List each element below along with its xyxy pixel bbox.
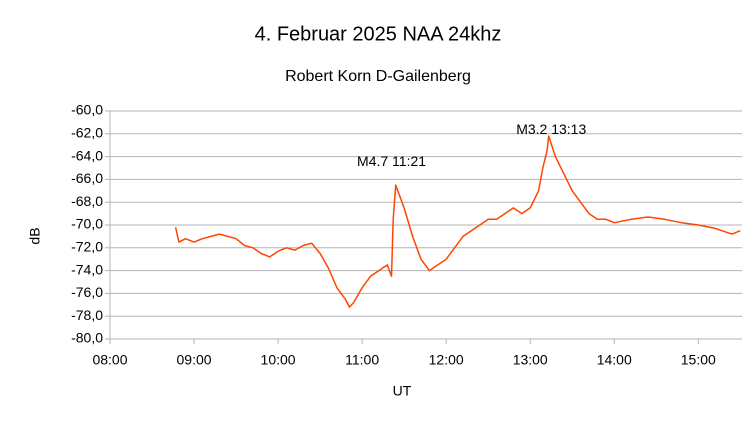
y-tick-label: -62,0 xyxy=(71,125,103,141)
y-tick-label: -70,0 xyxy=(71,216,103,232)
chart-subtitle: Robert Korn D-Gailenberg xyxy=(285,68,471,85)
x-tick-label: 12:00 xyxy=(429,352,464,368)
annotation: M4.7 11:21 xyxy=(357,153,426,169)
x-tick-label: 10:00 xyxy=(261,352,296,368)
y-tick-label: -72,0 xyxy=(71,239,103,255)
annotation: M3.2 13:13 xyxy=(516,121,586,137)
y-tick-label: -60,0 xyxy=(71,102,103,118)
x-tick-label: 09:00 xyxy=(177,352,212,368)
x-tick-label: 08:00 xyxy=(92,352,127,368)
y-tick-label: -80,0 xyxy=(71,330,103,346)
x-tick-label: 11:00 xyxy=(345,352,379,368)
y-tick-label: -74,0 xyxy=(71,261,103,277)
x-tick-label: 15:00 xyxy=(681,352,716,368)
x-tick-label: 14:00 xyxy=(597,352,632,368)
y-tick-label: -76,0 xyxy=(71,284,103,300)
y-tick-label: -78,0 xyxy=(71,307,103,323)
x-tick-label: 13:00 xyxy=(513,352,548,368)
y-axis-label: dB xyxy=(27,227,43,244)
x-axis-label: UT xyxy=(393,383,412,399)
y-tick-label: -66,0 xyxy=(71,170,103,186)
chart-title: 4. Februar 2025 NAA 24khz xyxy=(255,23,502,45)
y-tick-label: -68,0 xyxy=(71,193,103,209)
data-line xyxy=(174,135,741,308)
y-tick-label: -64,0 xyxy=(71,147,103,163)
